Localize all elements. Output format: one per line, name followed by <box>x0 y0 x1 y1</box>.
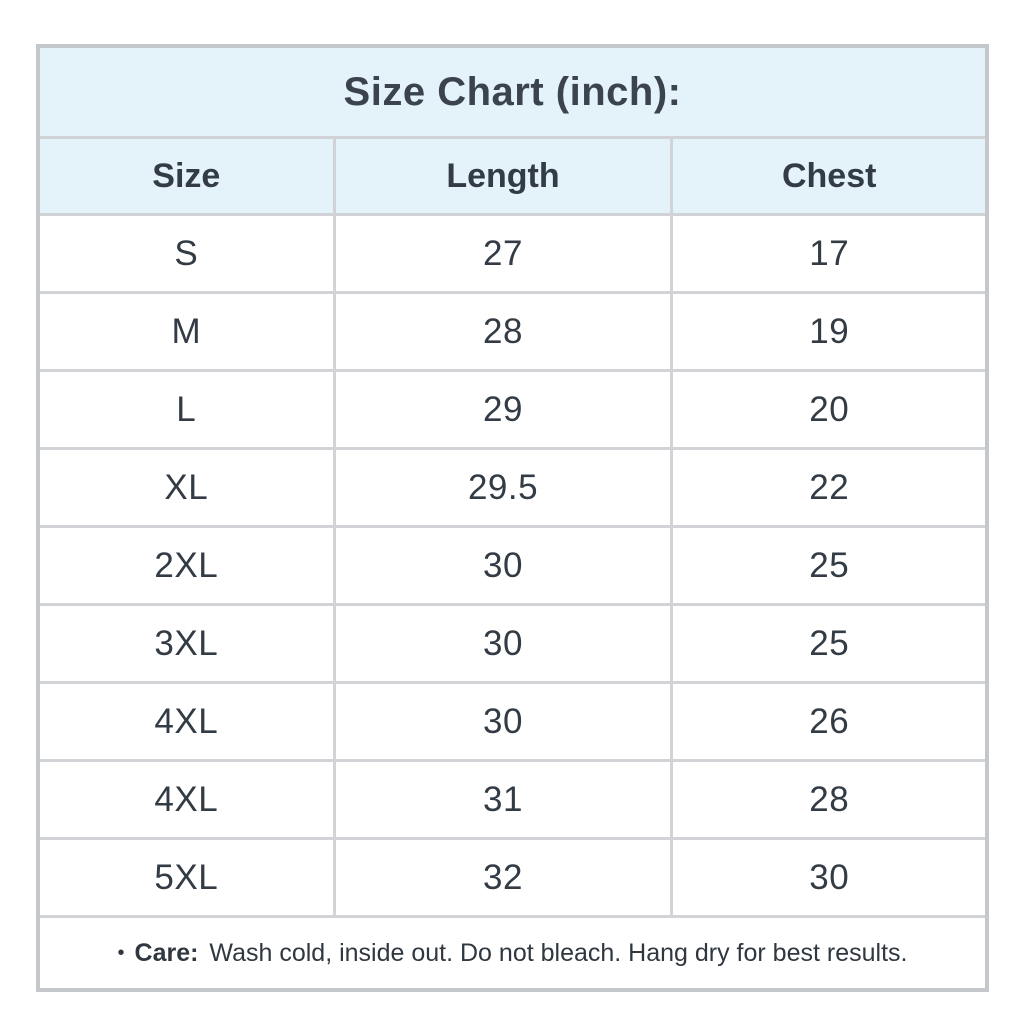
chest-cell: 25 <box>670 525 989 606</box>
chest-cell: 26 <box>670 681 989 762</box>
chest-cell: 17 <box>670 213 989 294</box>
size-cell: 3XL <box>36 603 336 684</box>
length-cell: 30 <box>332 603 674 684</box>
header-row: Size Length Chest <box>36 136 989 216</box>
length-cell: 31 <box>332 759 674 840</box>
bullet-icon: • <box>117 941 125 964</box>
size-cell: L <box>36 369 336 450</box>
title-row: Size Chart (inch): <box>36 44 989 139</box>
size-cell: 4XL <box>36 759 336 840</box>
size-cell: 2XL <box>36 525 336 606</box>
length-cell: 28 <box>332 291 674 372</box>
chest-cell: 30 <box>670 837 989 918</box>
chest-cell: 20 <box>670 369 989 450</box>
size-chart-table: Size Chart (inch): Size Length Chest S 27… <box>36 44 989 992</box>
table-row: 3XL 30 25 <box>36 603 989 684</box>
table-title: Size Chart (inch): <box>36 44 989 139</box>
table-row: S 27 17 <box>36 213 989 294</box>
care-label: Care: <box>134 938 199 967</box>
size-cell: 4XL <box>36 681 336 762</box>
length-cell: 29.5 <box>332 447 674 528</box>
table-row: M 28 19 <box>36 291 989 372</box>
size-cell: 5XL <box>36 837 336 918</box>
chest-cell: 19 <box>670 291 989 372</box>
length-cell: 30 <box>332 681 674 762</box>
length-cell: 30 <box>332 525 674 606</box>
column-header-size: Size <box>36 136 336 216</box>
table-row: 4XL 30 26 <box>36 681 989 762</box>
size-cell: M <box>36 291 336 372</box>
care-text: Wash cold, inside out. Do not bleach. Ha… <box>209 938 908 967</box>
size-cell: XL <box>36 447 336 528</box>
column-header-length: Length <box>332 136 674 216</box>
table-row: 5XL 32 30 <box>36 837 989 918</box>
size-cell: S <box>36 213 336 294</box>
care-row: • Care: Wash cold, inside out. Do not ble… <box>36 915 989 992</box>
length-cell: 27 <box>332 213 674 294</box>
table-row: 2XL 30 25 <box>36 525 989 606</box>
chest-cell: 28 <box>670 759 989 840</box>
chest-cell: 22 <box>670 447 989 528</box>
care-note: • Care: Wash cold, inside out. Do not ble… <box>36 915 989 992</box>
length-cell: 32 <box>332 837 674 918</box>
table-row: 4XL 31 28 <box>36 759 989 840</box>
chest-cell: 25 <box>670 603 989 684</box>
column-header-chest: Chest <box>670 136 989 216</box>
table-row: XL 29.5 22 <box>36 447 989 528</box>
table-row: L 29 20 <box>36 369 989 450</box>
size-table-body: S 27 17 M 28 19 L 29 20 XL 29.5 22 2XL 30 25 3XL 30 25 4XL… <box>36 213 989 918</box>
length-cell: 29 <box>332 369 674 450</box>
